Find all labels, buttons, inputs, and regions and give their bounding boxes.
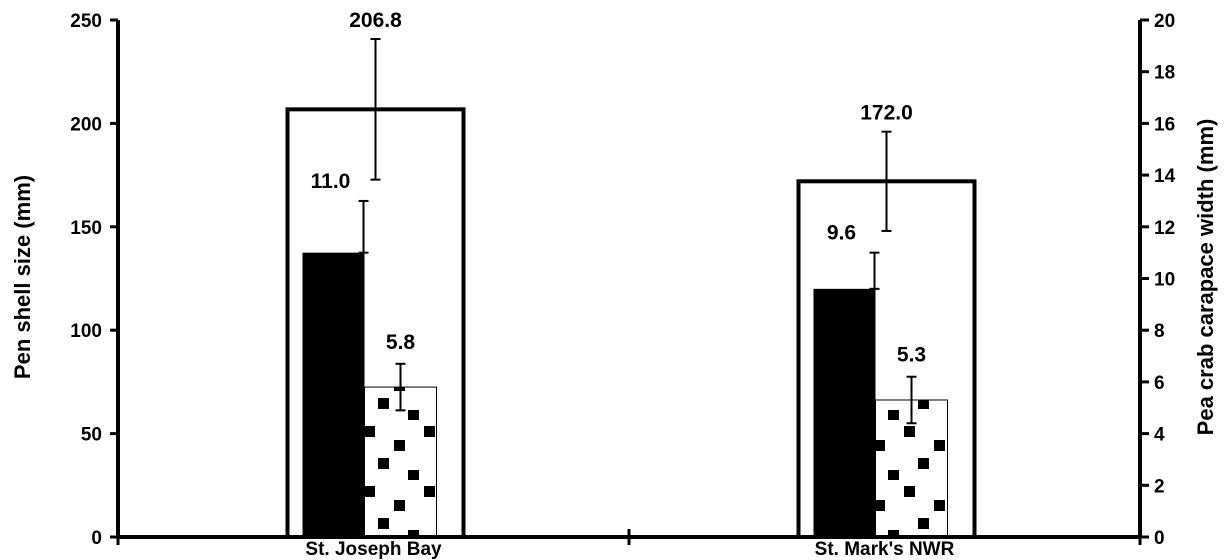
right-tick-label: 2 [1154, 476, 1165, 497]
right-tick-label: 12 [1154, 218, 1175, 239]
right-tick-label: 20 [1154, 11, 1175, 32]
crab-solid-value-label: 9.6 [827, 222, 856, 245]
left-tick-label: 50 [81, 425, 102, 446]
left-tick-label: 200 [70, 114, 102, 135]
right-tick-label: 6 [1154, 373, 1165, 394]
category-label: St. Joseph Bay [305, 539, 442, 560]
crab-solid-value-label: 11.0 [311, 170, 351, 193]
left-tick-label: 150 [70, 218, 102, 239]
right-tick-label: 16 [1154, 114, 1175, 135]
right-tick-label: 0 [1154, 528, 1165, 549]
x-axis: St. Joseph Bay St. Mark's NWR [116, 529, 1142, 560]
crab-dotted-value-label: 5.3 [897, 344, 926, 367]
crab-solid-bar [813, 288, 876, 537]
right-tick-label: 14 [1154, 166, 1176, 187]
left-y-axis: 0 50 100 150 200 250 [70, 11, 120, 549]
right-tick-label: 10 [1154, 270, 1175, 291]
right-tick-label: 4 [1154, 425, 1165, 446]
left-tick-label: 100 [70, 321, 102, 342]
crab-dotted-value-label: 5.8 [386, 331, 416, 354]
left-tick-label: 250 [70, 11, 102, 32]
right-tick-label: 8 [1154, 321, 1165, 342]
bars: 206.8 11.0 5.8 172.0 9.6 5.3 [285, 9, 977, 540]
pen-shell-value-label: 206.8 [349, 9, 402, 32]
left-tick-label: 0 [91, 528, 102, 549]
crab-solid-bar [302, 252, 365, 537]
y2-axis-title: Pea crab carapace width (mm) [1193, 119, 1218, 436]
right-y-axis: 0 2 4 6 8 10 12 14 16 18 20 [1138, 11, 1176, 549]
y-axis-title: Pen shell size (mm) [10, 175, 35, 379]
right-tick-label: 18 [1154, 63, 1175, 84]
category-label: St. Mark's NWR [815, 539, 955, 560]
pen-shell-value-label: 172.0 [860, 102, 913, 125]
